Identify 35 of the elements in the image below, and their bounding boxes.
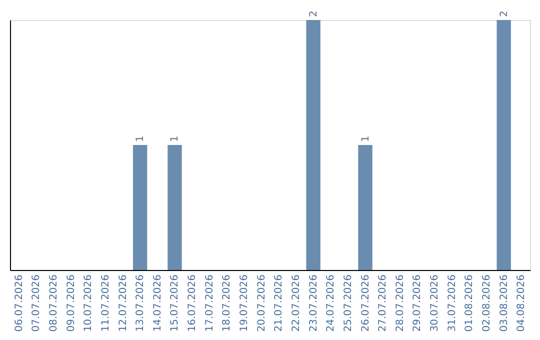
x-tick-label: 21.07.2026 (274, 274, 285, 332)
x-tick-label: 30.07.2026 (430, 274, 441, 332)
x-tick-label: 17.07.2026 (204, 274, 216, 332)
x-tick-label: 14.07.2026 (152, 274, 164, 332)
x-tick-label: 16.07.2026 (187, 274, 198, 332)
x-tick-label: 19.07.2026 (239, 274, 250, 332)
x-tick-label: 08.07.2026 (48, 274, 60, 332)
x-tick-label: 07.07.2026 (31, 274, 42, 332)
data-label: 1 (135, 136, 146, 142)
x-tick-label: 27.07.2026 (378, 274, 389, 332)
data-label: 1 (170, 136, 181, 142)
x-tick-label: 09.07.2026 (66, 274, 77, 332)
data-label: 2 (498, 10, 510, 17)
x-tick-label: 26.07.2026 (360, 274, 372, 332)
x-tick-label: 10.07.2026 (83, 274, 94, 332)
data-label: 2 (308, 10, 320, 17)
x-tick-label: 22.07.2026 (290, 274, 302, 332)
x-tick-label: 04.08.2026 (516, 274, 528, 332)
x-tick-label: 02.08.2026 (482, 274, 493, 332)
x-tick-label: 11.07.2026 (100, 274, 112, 332)
x-tick-label: 24.07.2026 (326, 274, 337, 332)
x-tick-label: 18.07.2026 (222, 274, 233, 332)
x-tick-label: 25.07.2026 (342, 274, 354, 332)
x-tick-label: 23.07.2026 (308, 274, 320, 332)
x-tick-label: 06.07.2026 (14, 274, 25, 332)
x-tick-label: 03.08.2026 (498, 274, 510, 332)
data-label: 1 (360, 136, 372, 142)
x-tick-label: 28.07.2026 (394, 274, 406, 332)
x-tick-label: 31.07.2026 (446, 274, 458, 332)
x-tick-label: 29.07.2026 (412, 274, 424, 332)
x-tick-label: 12.07.2026 (118, 274, 129, 332)
x-tick-label: 20.07.2026 (256, 274, 268, 332)
x-tick-label: 15.07.2026 (170, 274, 181, 332)
x-tick-label: 13.07.2026 (135, 274, 146, 332)
x-tick-label: 01.08.2026 (464, 274, 476, 332)
